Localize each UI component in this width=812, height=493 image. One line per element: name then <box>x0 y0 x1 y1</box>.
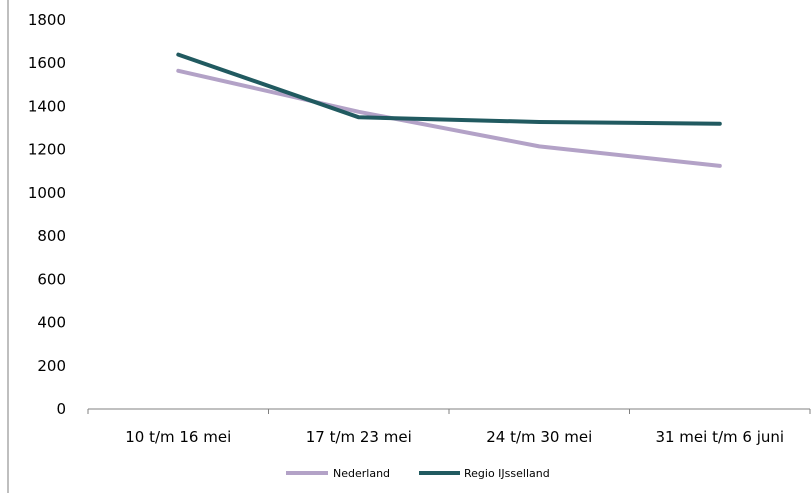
series-line-1 <box>176 52 722 126</box>
x-tick-label: 31 mei t/m 6 juni <box>655 428 784 446</box>
y-tick-label: 800 <box>37 227 66 245</box>
y-tick-label: 1200 <box>28 141 66 159</box>
y-tick-label: 1800 <box>28 11 66 29</box>
x-tick-label: 17 t/m 23 mei <box>306 428 412 446</box>
x-axis: 10 t/m 16 mei 17 t/m 23 mei 24 t/m 30 mei 3… <box>87 409 811 446</box>
x-tick-label: 24 t/m 30 mei <box>486 428 592 446</box>
y-tick-label: 1000 <box>28 184 66 202</box>
y-tick-label: 400 <box>37 314 66 332</box>
y-tick-label: 200 <box>37 357 66 375</box>
plot-area <box>176 52 722 168</box>
y-tick-label: 1400 <box>28 97 66 115</box>
y-tick-label: 1600 <box>28 54 66 72</box>
legend: Nederland Regio IJsselland <box>286 467 550 480</box>
legend-label: Nederland <box>333 467 390 480</box>
series-line-0 <box>176 68 722 168</box>
legend-label: Regio IJsselland <box>464 467 550 480</box>
y-tick-label: 600 <box>37 270 66 288</box>
x-tick-label: 10 t/m 16 mei <box>125 428 231 446</box>
y-axis: 0 200 400 600 800 1000 1200 1400 1600 1800 <box>28 11 66 418</box>
y-tick-label: 0 <box>56 400 66 418</box>
